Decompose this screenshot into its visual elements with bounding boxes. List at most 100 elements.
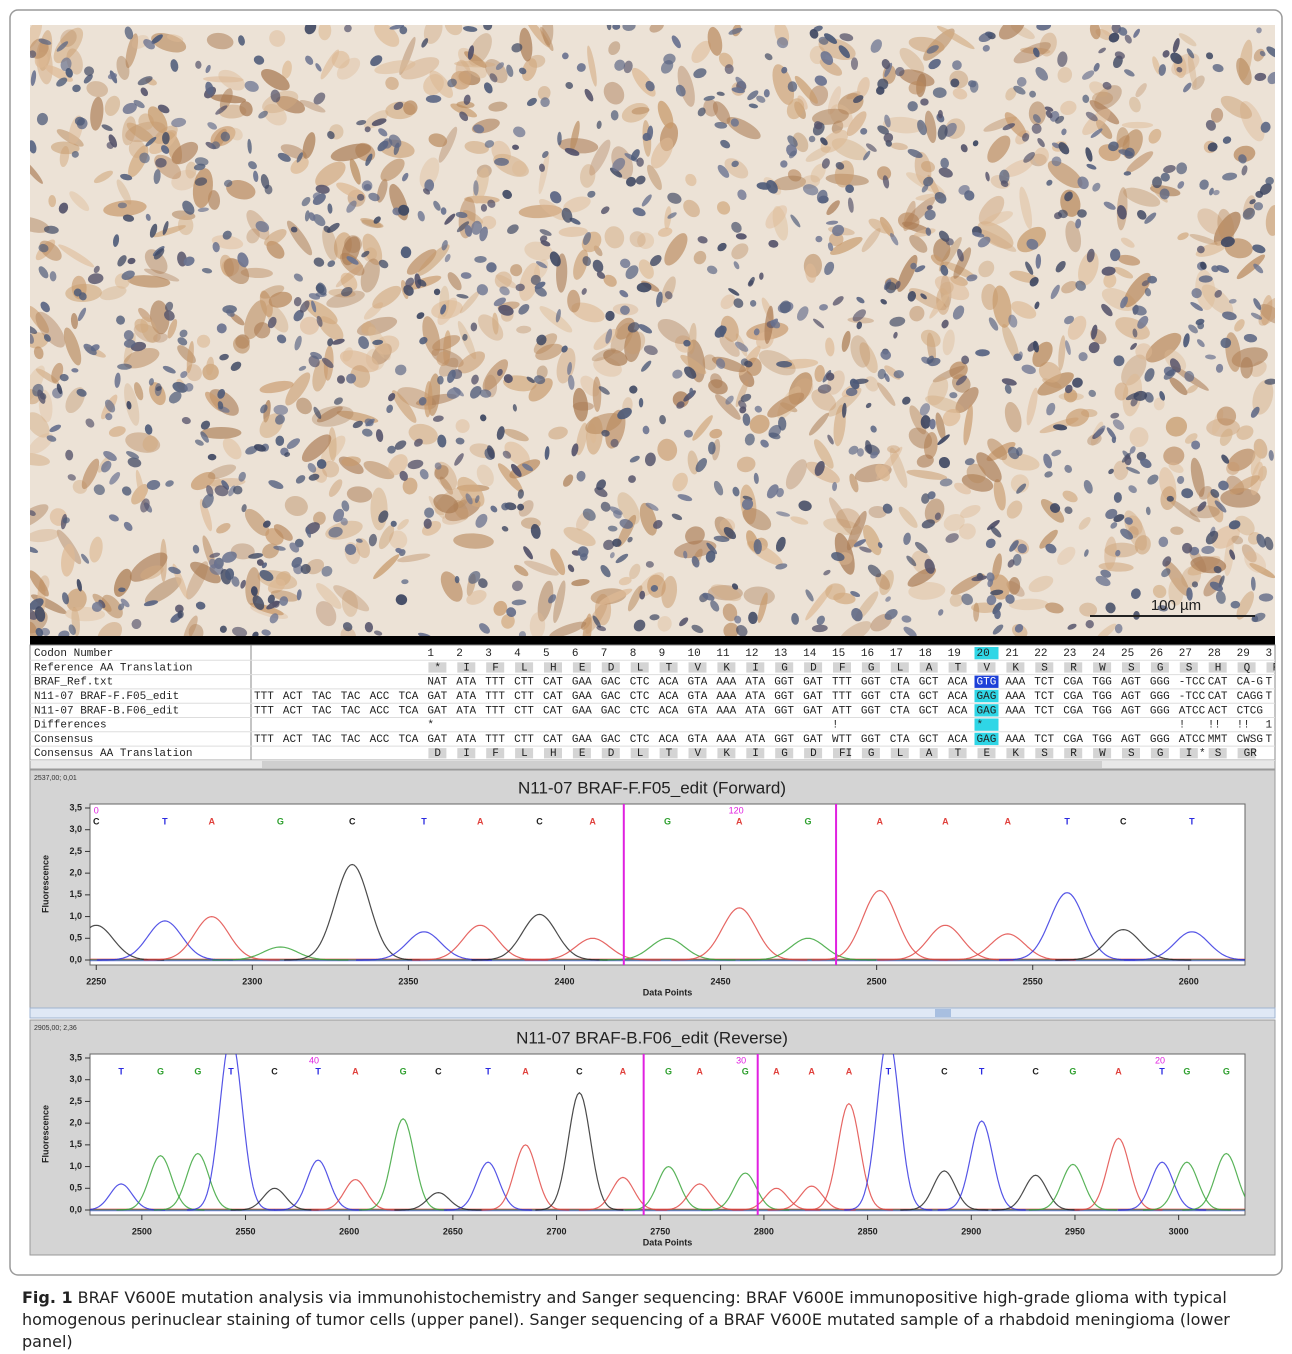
caption: Fig. 1BRAF V600E mutation analysis via i…: [22, 1287, 1277, 1353]
alignment-cell: ACT: [283, 691, 303, 703]
base-call: G: [157, 1066, 164, 1076]
alignment-cell: F: [492, 662, 499, 674]
x-tick-label: 2650: [443, 1226, 463, 1236]
alignment-cell: GCT: [919, 691, 939, 703]
row-label: Differences: [34, 720, 107, 732]
alignment-cell: !: [832, 720, 839, 732]
alignment-cell: *: [434, 662, 441, 674]
alignment-cell: CTC: [630, 734, 650, 746]
x-tick-label: 2350: [398, 976, 418, 986]
alignment-cell: TTT: [485, 705, 505, 717]
alignment-cell: 12: [745, 648, 758, 660]
alignment-cell: K: [723, 662, 730, 674]
plot-area: [90, 1054, 1245, 1215]
base-call: T: [421, 816, 427, 826]
alignment-cell: TCT: [1034, 691, 1054, 703]
alignment-cell: T: [955, 748, 962, 760]
alignment-cell: TTT: [485, 734, 505, 746]
y-tick-label: 1,5: [69, 1139, 82, 1149]
caption-label: Fig. 1: [22, 1288, 73, 1307]
alignment-cell: V: [695, 748, 702, 760]
alignment-cell: S: [1128, 748, 1135, 760]
x-tick-label: 2800: [754, 1226, 774, 1236]
alignment-cell: 28: [1208, 648, 1221, 660]
alignment-cell: H: [550, 748, 557, 760]
alignment-cell: 5: [543, 648, 550, 660]
x-tick-label: 2700: [547, 1226, 567, 1236]
alignment-cell: V: [984, 662, 991, 674]
alignment-cell: AAA: [1005, 734, 1025, 746]
alignment-cell: S: [1186, 662, 1193, 674]
y-tick-label: 3,5: [69, 802, 82, 812]
alignment-cell: ACA: [948, 677, 968, 689]
alignment-cell: 16: [861, 648, 874, 660]
alignment-cell: GAT: [427, 734, 447, 746]
base-call: C: [349, 816, 356, 826]
alignment-cell: GAC: [601, 691, 621, 703]
alignment-cell: L: [637, 748, 644, 760]
alignment-cell: ACA: [948, 734, 968, 746]
alignment-cell: Q: [1244, 662, 1251, 674]
alignment-cell: CGA: [1063, 677, 1083, 689]
caption-text: BRAF V600E mutation analysis via immunoh…: [22, 1288, 1230, 1351]
x-tick-label: 2950: [1065, 1226, 1085, 1236]
alignment-cell: !!: [1237, 720, 1250, 732]
alignment-cell: GTA: [688, 705, 708, 717]
alignment-cell: AAA: [716, 705, 736, 717]
alignment-cell: 10: [688, 648, 701, 660]
index-label: 30: [736, 1055, 746, 1065]
alignment-cell: TCA: [399, 691, 419, 703]
base-call: T: [1064, 816, 1070, 826]
alignment-cell: TTT: [832, 677, 852, 689]
alignment-cell: L: [897, 662, 904, 674]
alignment-cell: D: [608, 748, 615, 760]
base-call: A: [1005, 816, 1012, 826]
alignment-cell: CTT: [514, 734, 534, 746]
alignment-cell: CAGG: [1237, 691, 1263, 703]
alignment-cell: 24: [1092, 648, 1106, 660]
scroll-thumb[interactable]: [935, 1009, 951, 1017]
alignment-cell: TAC: [341, 691, 361, 703]
nucleus: [275, 436, 284, 447]
scroll-thumb[interactable]: [262, 761, 1102, 768]
alignment-cell: GGT: [861, 734, 881, 746]
alignment-cell: 19: [948, 648, 961, 660]
alignment-cell: GAT: [803, 705, 823, 717]
alignment-cell: GAC: [601, 734, 621, 746]
alignment-cell: ATA: [745, 677, 765, 689]
alignment-cell: ACA: [659, 691, 679, 703]
x-tick-label: 2400: [554, 976, 574, 986]
alignment-cell: 26: [1150, 648, 1163, 660]
alignment-cell: T: [1266, 734, 1273, 746]
row-label: Reference AA Translation: [34, 662, 192, 674]
alignment-cell: ACA: [659, 734, 679, 746]
alignment-cell: A: [926, 662, 933, 674]
alignment-cell: AAA: [716, 691, 736, 703]
chromatogram: 2905,00; 2,36N11-07 BRAF-B.F06_edit (Rev…: [30, 1020, 1275, 1255]
alignment-cell: GTA: [688, 691, 708, 703]
alignment-cell: GAG: [977, 734, 997, 746]
y-tick-label: 0,0: [69, 954, 82, 964]
alignment-cell: G: [868, 662, 875, 674]
alignment-cell: AAA: [1005, 705, 1025, 717]
row-label: N11-07 BRAF-F.F05_edit: [34, 691, 179, 703]
alignment-cell: 25: [1121, 648, 1134, 660]
base-call: C: [1120, 816, 1127, 826]
alignment-cell: 18: [919, 648, 932, 660]
x-tick-label: 2450: [711, 976, 731, 986]
alignment-cell: TTT: [485, 691, 505, 703]
alignment-cell: GGT: [861, 677, 881, 689]
alignment-cell: I: [752, 662, 759, 674]
alignment-cell: R: [1070, 662, 1077, 674]
base-call: A: [477, 816, 484, 826]
alignment-cell: F: [839, 662, 846, 674]
alignment-cell: CTA: [890, 705, 910, 717]
alignment-cell: GAT: [427, 691, 447, 703]
alignment-cell: MMT: [1208, 734, 1228, 746]
alignment-cell: 27: [1179, 648, 1192, 660]
alignment-cell: 17: [890, 648, 903, 660]
alignment-cell: TTT: [254, 705, 274, 717]
base-call: A: [522, 1066, 529, 1076]
alignment-cell: K: [723, 748, 730, 760]
cytoplasm: [887, 445, 900, 453]
